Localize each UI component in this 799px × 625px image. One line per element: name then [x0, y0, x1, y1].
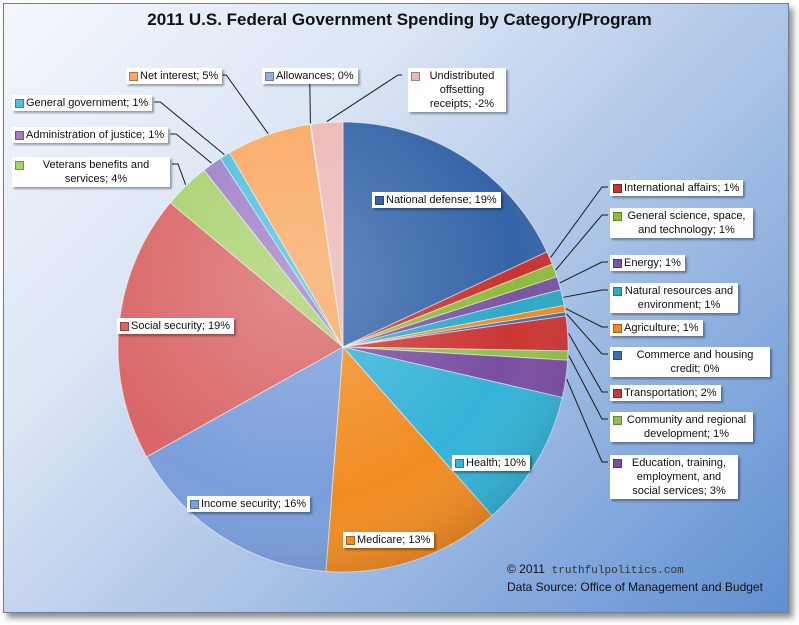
- slice-label-text: Medicare; 13%: [357, 534, 431, 546]
- slice-label-text: Agriculture; 1%: [624, 322, 699, 334]
- leader-line: [555, 214, 608, 271]
- slice-label-text: General science, space, and technology; …: [627, 210, 746, 236]
- slice-label-text: Energy; 1%: [624, 257, 681, 269]
- leader-line: [566, 378, 608, 463]
- slice-label-text: National defense; 19%: [386, 194, 497, 206]
- legend-swatch: [15, 131, 24, 140]
- slice-label: Commerce and housing credit; 0%: [610, 347, 770, 377]
- slice-label-text: Administration of justice; 1%: [26, 129, 165, 141]
- legend-swatch: [265, 72, 274, 81]
- slice-label-text: Allowances; 0%: [276, 70, 354, 82]
- legend-swatch: [15, 161, 24, 170]
- leader-line: [170, 133, 212, 164]
- legend-swatch: [346, 536, 355, 545]
- slice-label-text: Commerce and housing credit; 0%: [636, 349, 754, 375]
- legend-swatch: [613, 184, 622, 193]
- legend-swatch: [613, 212, 622, 221]
- slice-label-text: Community and regional development; 1%: [626, 414, 747, 440]
- leader-line: [559, 261, 608, 284]
- leader-line: [565, 308, 608, 328]
- data-source: Data Source: Office of Management and Bu…: [507, 580, 763, 594]
- slice-label: Transportation; 2%: [610, 385, 721, 401]
- leader-line: [566, 313, 608, 355]
- slice-label: Administration of justice; 1%: [12, 127, 169, 143]
- leader-line: [568, 333, 608, 393]
- slice-label: Community and regional development; 1%: [610, 412, 753, 442]
- legend-swatch: [613, 416, 622, 425]
- site: truthfulpolitics.com: [551, 565, 684, 577]
- leader-line: [154, 101, 225, 155]
- legend-swatch: [120, 322, 129, 331]
- slice-label: Education, training, employment, and soc…: [610, 455, 738, 499]
- slice-label: Medicare; 13%: [343, 532, 435, 548]
- slice-label-text: Income security; 16%: [201, 498, 307, 510]
- legend-swatch: [613, 351, 622, 360]
- slice-label: Veterans benefits and services; 4%: [12, 157, 170, 187]
- slice-label-text: Social security; 19%: [131, 320, 231, 332]
- slice-label: General government; 1%: [12, 95, 153, 111]
- slice-label: Social security; 19%: [117, 318, 235, 334]
- legend-swatch: [411, 72, 420, 81]
- legend-swatch: [613, 389, 622, 398]
- leader-line: [550, 186, 608, 258]
- legend-swatch: [613, 324, 622, 333]
- credit: © 2011 truthfulpolitics.com Data Source:…: [507, 561, 763, 595]
- slice-label-text: Undistributed offsetting receipts; -2%: [429, 70, 495, 110]
- legend-swatch: [190, 500, 199, 509]
- legend-swatch: [613, 459, 622, 468]
- legend-swatch: [129, 72, 138, 81]
- slice-label-text: Education, training, employment, and soc…: [631, 457, 727, 497]
- slice-label: General science, space, and technology; …: [610, 208, 753, 238]
- slice-label: Income security; 16%: [187, 496, 311, 512]
- slice-label-text: Net interest; 5%: [140, 70, 219, 82]
- slice-label-text: Veterans benefits and services; 4%: [42, 159, 150, 185]
- slice-label: Energy; 1%: [610, 255, 685, 271]
- slice-label-text: Transportation; 2%: [624, 387, 717, 399]
- leader-line: [568, 355, 608, 420]
- leader-line: [222, 74, 269, 135]
- copyright: © 2011: [507, 562, 545, 576]
- slice-label-text: Health; 10%: [466, 457, 526, 469]
- legend-swatch: [613, 287, 622, 296]
- slice-label: Health; 10%: [452, 455, 530, 471]
- slice-label: Natural resources and environment; 1%: [610, 283, 738, 313]
- slice-label: Net interest; 5%: [126, 68, 223, 84]
- slice-label-text: Natural resources and environment; 1%: [624, 285, 734, 311]
- slice-label: Agriculture; 1%: [610, 320, 703, 336]
- chart-title: 2011 U.S. Federal Government Spending by…: [147, 10, 652, 29]
- slice-label-text: International affairs; 1%: [624, 182, 740, 194]
- leader-line: [309, 83, 311, 124]
- slice-label: International affairs; 1%: [610, 180, 744, 196]
- legend-swatch: [375, 196, 384, 205]
- leader-line: [326, 74, 402, 122]
- leader-line: [563, 289, 608, 298]
- legend-swatch: [455, 459, 464, 468]
- slice-label: Undistributed offsetting receipts; -2%: [408, 68, 506, 112]
- legend-swatch: [15, 99, 24, 108]
- slice-label-text: General government; 1%: [26, 97, 149, 109]
- slice-label: Allowances; 0%: [262, 68, 358, 84]
- slice-label: National defense; 19%: [372, 192, 501, 208]
- legend-swatch: [613, 259, 622, 268]
- leader-line: [172, 163, 187, 185]
